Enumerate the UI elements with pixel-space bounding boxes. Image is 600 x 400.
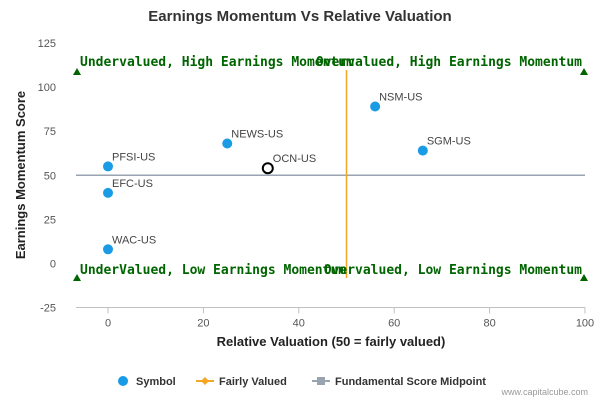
x-axis-title: Relative Valuation (50 = fairly valued)	[217, 334, 446, 349]
corner-triangle-marker	[73, 68, 81, 75]
x-tick-label: 100	[576, 318, 594, 330]
quadrant-label-bottom-right: Overvalued, Low Earnings Momentum	[324, 263, 582, 278]
x-tick-label: 80	[483, 318, 495, 330]
y-tick-label: 125	[38, 38, 56, 50]
legend: Symbol Fairly Valued Fundamental Score M…	[118, 376, 486, 388]
quadrant-label-top-right: Overvalued, High Earnings Momentum	[316, 55, 582, 70]
x-axis-ticks: 0 20 40 60 80 100	[105, 307, 594, 330]
x-tick-label: 40	[293, 318, 305, 330]
data-points: NSM-US SGM-US NEWS-US PFSI-US EFC-US WAC-US OC…	[103, 91, 471, 255]
legend-item-fairly-valued[interactable]: Fairly Valued	[196, 376, 287, 388]
point-label-news-us: NEWS-US	[231, 129, 283, 141]
y-axis-ticks: -25 0 25 50 75 100 125	[38, 38, 56, 315]
point-sgm-us[interactable]	[417, 145, 428, 156]
point-label-sgm-us: SGM-US	[427, 136, 471, 148]
point-efc-us[interactable]	[103, 187, 113, 198]
y-tick-label: 100	[38, 82, 56, 94]
point-label-nsm-us: NSM-US	[379, 91, 422, 103]
corner-triangle-marker	[580, 68, 588, 75]
y-tick-label: 25	[44, 214, 56, 226]
corner-markers	[73, 68, 588, 281]
y-tick-label: 0	[50, 258, 56, 270]
point-label-efc-us: EFC-US	[112, 178, 153, 190]
x-tick-label: 0	[105, 318, 111, 330]
legend-item-symbol[interactable]: Symbol	[118, 376, 176, 388]
point-label-ocn-us: OCN-US	[273, 153, 316, 165]
legend-midpoint-marker	[317, 377, 325, 385]
corner-triangle-marker	[73, 274, 81, 281]
x-tick-label: 20	[197, 318, 209, 330]
point-nsm-us[interactable]	[370, 101, 381, 112]
legend-fairly-valued-label: Fairly Valued	[219, 376, 287, 388]
legend-item-midpoint[interactable]: Fundamental Score Midpoint	[312, 376, 486, 388]
y-tick-label: 75	[44, 126, 56, 138]
quadrant-labels: Undervalued, High Earnings MomentumOverv…	[80, 55, 582, 278]
point-label-wac-us: WAC-US	[112, 234, 156, 246]
point-ocn-us[interactable]	[261, 162, 274, 175]
legend-midpoint-label: Fundamental Score Midpoint	[335, 376, 486, 388]
y-axis-title: Earnings Momentum Score	[13, 91, 28, 259]
y-tick-label: -25	[40, 303, 56, 315]
corner-triangle-marker	[580, 274, 588, 281]
point-label-pfsi-us: PFSI-US	[112, 151, 155, 163]
quadrant-label-bottom-left: UnderValued, Low Earnings Momentum	[80, 263, 346, 278]
chart-title: Earnings Momentum Vs Relative Valuation	[148, 8, 451, 25]
point-news-us[interactable]	[222, 138, 233, 149]
y-tick-label: 50	[44, 170, 56, 182]
reference-lines	[76, 70, 585, 278]
legend-symbol-label: Symbol	[136, 376, 176, 388]
point-wac-us[interactable]	[103, 244, 113, 255]
x-tick-label: 60	[388, 318, 400, 330]
legend-fairly-valued-marker	[201, 377, 209, 385]
credit-text[interactable]: www.capitalcube.com	[500, 387, 588, 397]
legend-symbol-marker	[118, 376, 128, 386]
quadrant-label-top-left: Undervalued, High Earnings Momentum	[80, 55, 354, 70]
point-pfsi-us[interactable]	[103, 161, 113, 172]
